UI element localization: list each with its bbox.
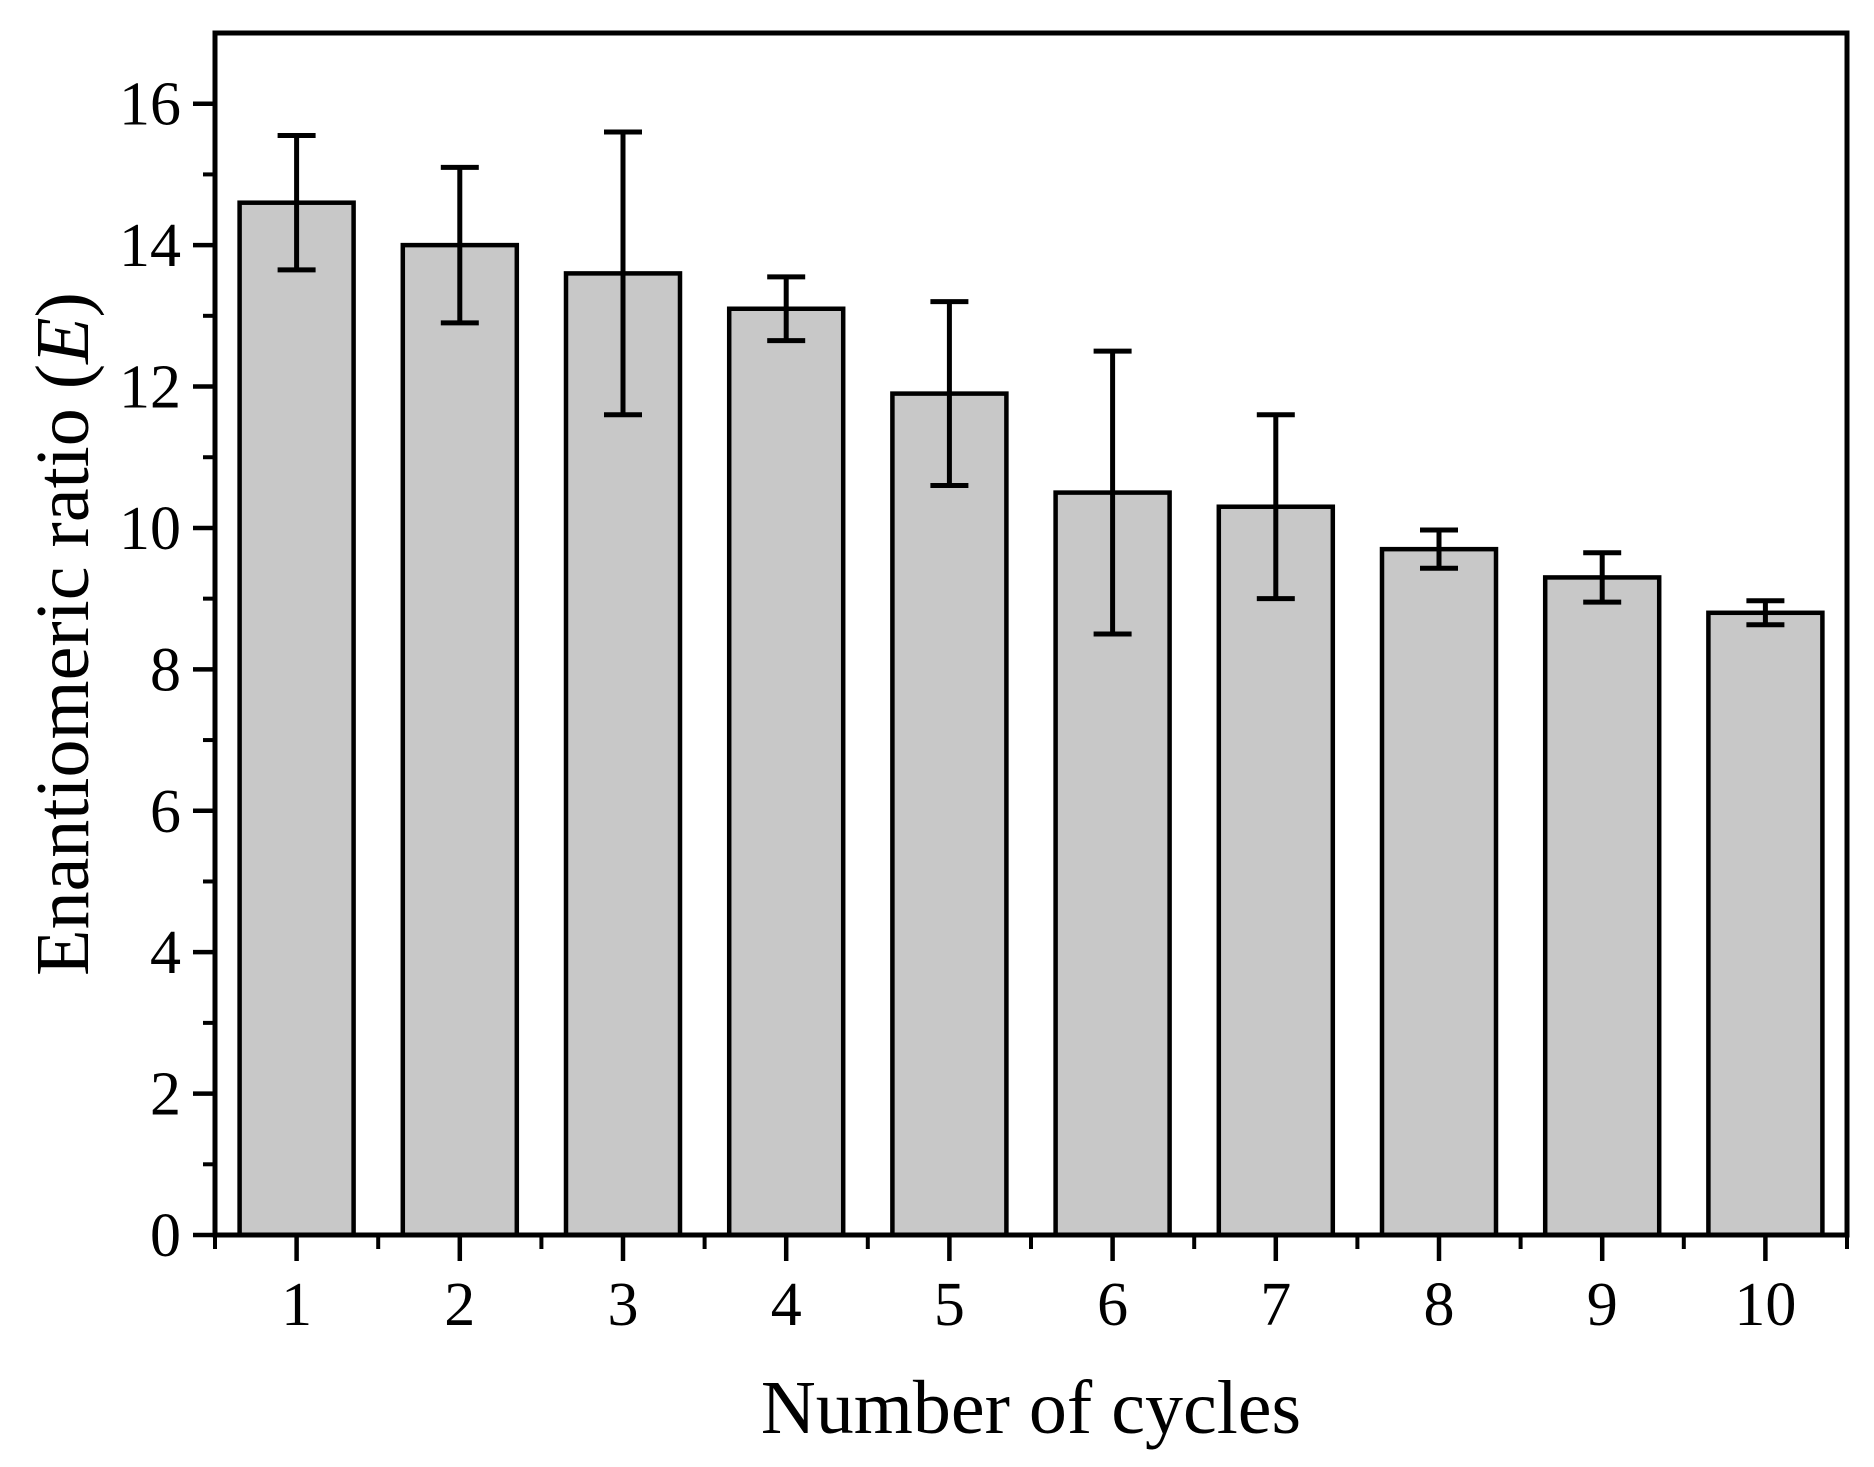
bar — [1216, 504, 1336, 1238]
y-axis-title-prefix: Enantiomeric ratio ( — [21, 364, 105, 976]
y-tick-label: 4 — [150, 919, 181, 987]
bar — [237, 200, 356, 1238]
x-tick-label: 10 — [1734, 1271, 1796, 1339]
y-tick-label: 10 — [119, 495, 181, 563]
bars-layer — [237, 200, 1825, 1238]
x-tick-label: 4 — [771, 1271, 802, 1339]
x-tick-label: 2 — [444, 1271, 475, 1339]
bar — [890, 391, 1009, 1238]
bar — [1542, 575, 1662, 1238]
bar — [400, 242, 520, 1238]
x-axis-title: Number of cycles — [761, 1366, 1301, 1450]
bar — [726, 306, 846, 1238]
ticks-layer — [193, 101, 1849, 1261]
x-tick-label: 3 — [608, 1271, 639, 1339]
bar — [1706, 610, 1825, 1238]
y-axis-title: Enantiomeric ratio (E) — [21, 292, 105, 976]
x-tick-label: 8 — [1424, 1271, 1455, 1339]
x-tick-label: 9 — [1587, 1271, 1618, 1339]
bar — [1379, 546, 1499, 1238]
y-axis-title-italic: E — [21, 317, 105, 364]
error-bars-layer — [277, 129, 1785, 637]
x-tick-label: 1 — [281, 1271, 312, 1339]
x-tick-label: 6 — [1097, 1271, 1128, 1339]
y-tick-label: 8 — [150, 636, 181, 704]
y-tick-label: 2 — [150, 1061, 181, 1129]
y-tick-label: 14 — [119, 212, 181, 280]
y-tick-label: 6 — [150, 778, 181, 846]
y-tick-label: 12 — [119, 354, 181, 422]
y-tick-label: 16 — [119, 71, 181, 139]
x-tick-label: 7 — [1260, 1271, 1291, 1339]
y-tick-label: 0 — [150, 1202, 181, 1270]
y-axis-title-suffix: ) — [21, 292, 105, 317]
bar — [563, 271, 683, 1238]
x-tick-label: 5 — [934, 1271, 965, 1339]
